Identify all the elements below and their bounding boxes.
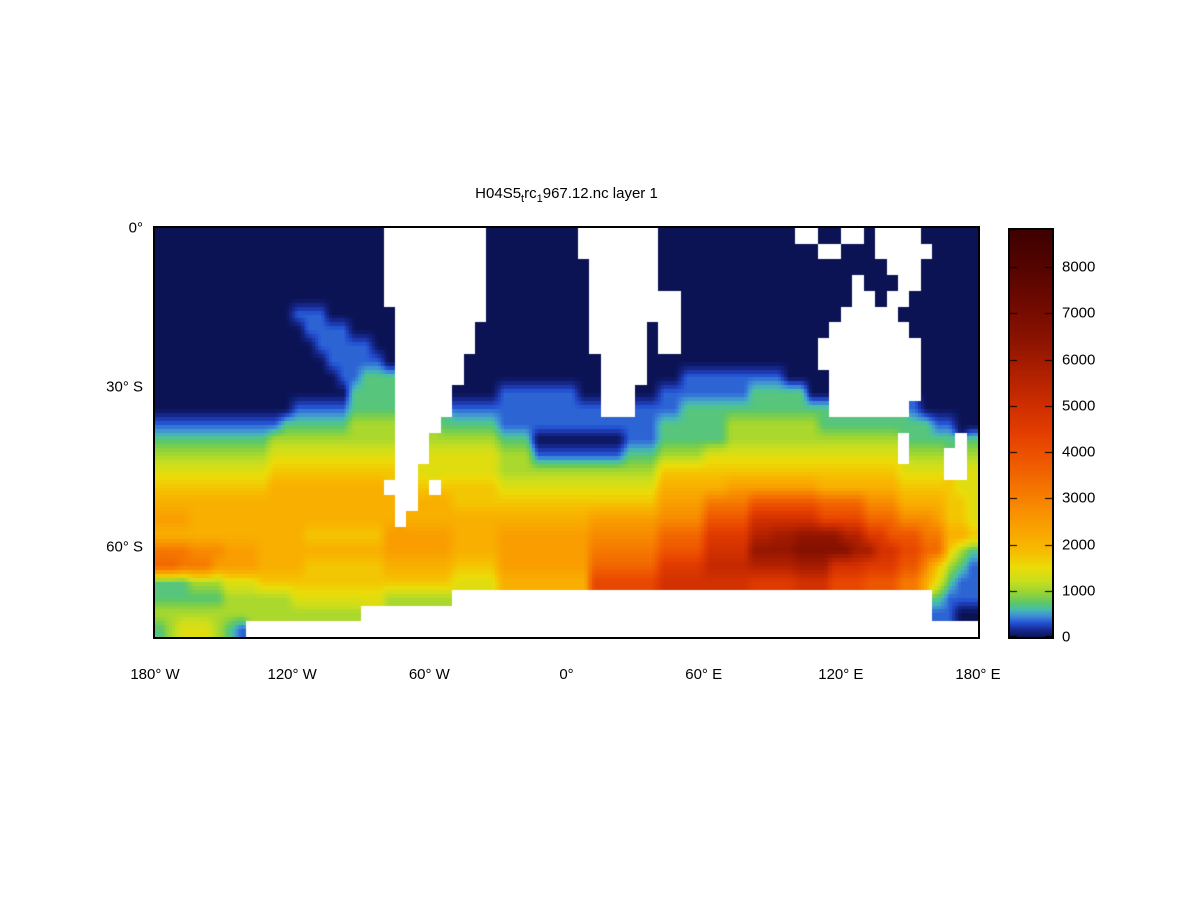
- x-axis-tick-label: 180° W: [130, 666, 180, 683]
- plot-title-subscript-1: 1: [536, 193, 543, 205]
- y-axis-tick-label: 30° S: [106, 378, 143, 396]
- colorbar-tick-label: 5000: [1062, 397, 1096, 415]
- y-axis-tick-label: 60° S: [106, 538, 143, 556]
- x-axis-tick-label: 60° E: [685, 666, 723, 683]
- x-axis-tick-label: 0°: [559, 666, 574, 683]
- colorbar-tick-label: 7000: [1062, 304, 1096, 322]
- colorbar-tick-label: 6000: [1062, 351, 1096, 368]
- colorbar-tick-label: 0: [1062, 628, 1071, 646]
- x-axis-tick-label: 180° E: [955, 666, 1001, 683]
- x-axis-tick-label: 120° W: [267, 666, 317, 683]
- colorbar-tick-label: 2000: [1062, 536, 1096, 553]
- colorbar-tick-label: 1000: [1062, 582, 1096, 600]
- colorbar-canvas: [1010, 230, 1052, 637]
- colorbar-frame: [1008, 228, 1054, 639]
- plot-title: H04S5trc1967.12.nc layer 1: [475, 185, 658, 205]
- heatmap-canvas: [155, 228, 978, 637]
- y-axis-tick-label: 0°: [128, 219, 143, 237]
- x-axis-tick-label: 120° E: [818, 666, 864, 683]
- plot-title-subscript-t: t: [521, 193, 525, 205]
- colorbar-tick-label: 8000: [1062, 258, 1096, 276]
- map-axes-frame: [153, 226, 980, 639]
- colorbar-tick-label: 3000: [1062, 489, 1096, 507]
- plot-title-text: H04S5: [475, 185, 522, 202]
- x-axis-tick-label: 60° W: [408, 666, 450, 683]
- colorbar-tick-label: 4000: [1062, 443, 1096, 461]
